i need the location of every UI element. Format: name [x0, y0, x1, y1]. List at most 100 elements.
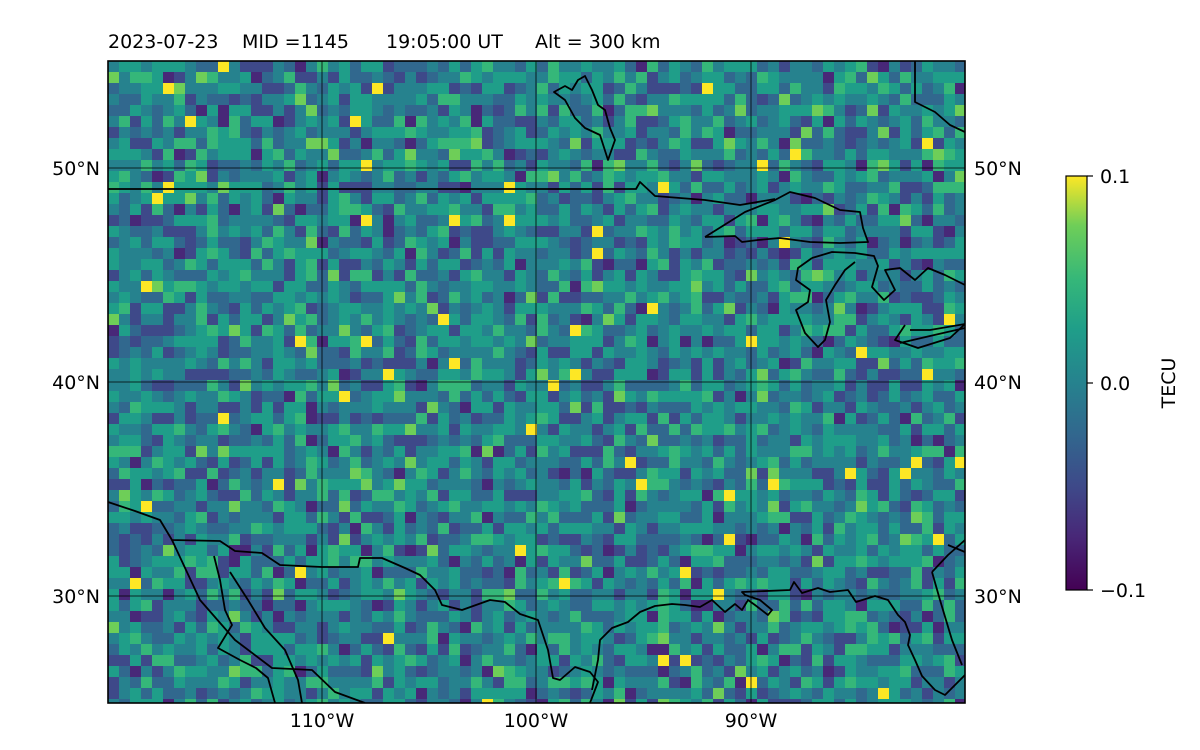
tec-cell: [229, 655, 241, 667]
tec-cell: [460, 270, 472, 282]
tec-cell: [383, 545, 395, 557]
tec-cell: [647, 83, 659, 95]
tec-cell: [702, 138, 714, 150]
tec-cell: [108, 578, 120, 590]
tec-cell: [207, 94, 219, 106]
tec-cell: [911, 105, 923, 117]
tec-cell: [801, 127, 813, 139]
tec-cell: [405, 402, 417, 414]
tec-cell: [405, 259, 417, 271]
tec-cell: [284, 391, 296, 403]
tec-cell: [889, 567, 901, 579]
tec-cell: [724, 380, 736, 392]
tec-cell: [350, 314, 362, 326]
tec-cell: [790, 611, 802, 623]
tec-cell: [163, 215, 175, 227]
tec-cell: [900, 633, 912, 645]
tec-cell: [790, 589, 802, 601]
tec-cell: [889, 193, 901, 205]
tec-cell: [284, 556, 296, 568]
tec-cell: [163, 292, 175, 304]
tec-cell: [141, 523, 153, 535]
tec-cell: [636, 655, 648, 667]
tec-cell: [614, 182, 626, 194]
tec-cell: [933, 160, 945, 172]
tec-cell: [449, 215, 461, 227]
tec-cell: [262, 611, 274, 623]
tec-cell: [526, 655, 538, 667]
tec-cell: [702, 545, 714, 557]
tec-cell: [284, 193, 296, 205]
tec-cell: [108, 270, 120, 282]
tec-cell: [405, 215, 417, 227]
tec-cell: [317, 336, 329, 348]
tec-cell: [790, 138, 802, 150]
tec-cell: [878, 215, 890, 227]
tec-cell: [119, 237, 131, 249]
tec-cell: [944, 193, 956, 205]
tec-cell: [834, 182, 846, 194]
tec-cell: [955, 160, 965, 172]
tec-cell: [669, 116, 681, 128]
tec-cell: [834, 138, 846, 150]
tec-cell: [559, 72, 571, 84]
tec-cell: [559, 314, 571, 326]
tec-cell: [317, 633, 329, 645]
tec-cell: [295, 83, 307, 95]
tec-cell: [647, 259, 659, 271]
tec-cell: [625, 699, 637, 703]
tec-cell: [504, 237, 516, 249]
tec-cell: [680, 622, 692, 634]
tec-cell: [152, 589, 164, 601]
tec-cell: [207, 677, 219, 689]
tec-cell: [669, 215, 681, 227]
tec-cell: [801, 94, 813, 106]
tec-cell: [460, 325, 472, 337]
tec-cell: [900, 512, 912, 524]
tec-cell: [163, 556, 175, 568]
tec-cell: [702, 292, 714, 304]
tec-cell: [878, 138, 890, 150]
tec-cell: [471, 61, 483, 73]
tec-cell: [636, 270, 648, 282]
tec-cell: [889, 413, 901, 425]
tec-cell: [438, 545, 450, 557]
tec-cell: [449, 303, 461, 315]
tec-cell: [944, 479, 956, 491]
tec-cell: [955, 336, 965, 348]
tec-cell: [394, 193, 406, 205]
tec-cell: [559, 622, 571, 634]
tec-cell: [911, 160, 923, 172]
tec-cell: [724, 457, 736, 469]
tec-cell: [548, 688, 560, 700]
tec-cell: [911, 215, 923, 227]
tec-cell: [493, 61, 505, 73]
tec-cell: [933, 314, 945, 326]
tec-cell: [361, 369, 373, 381]
tec-cell: [317, 600, 329, 612]
tec-cell: [812, 83, 824, 95]
tec-cell: [570, 501, 582, 513]
tec-cell: [559, 215, 571, 227]
tec-cell: [482, 127, 494, 139]
tec-cell: [196, 281, 208, 293]
tec-cell: [218, 578, 230, 590]
tec-cell: [790, 72, 802, 84]
tec-cell: [240, 468, 252, 480]
tec-cell: [812, 72, 824, 84]
tec-cell: [438, 501, 450, 513]
tec-cell: [372, 512, 384, 524]
tec-cell: [955, 105, 965, 117]
tec-cell: [273, 413, 285, 425]
tec-cell: [372, 556, 384, 568]
tec-cell: [163, 413, 175, 425]
tec-cell: [856, 666, 868, 678]
tec-cell: [746, 413, 758, 425]
tec-cell: [196, 402, 208, 414]
tec-cell: [130, 435, 142, 447]
tec-cell: [350, 303, 362, 315]
tec-cell: [801, 204, 813, 216]
tec-cell: [713, 622, 725, 634]
tec-cell: [361, 501, 373, 513]
tec-cell: [361, 413, 373, 425]
